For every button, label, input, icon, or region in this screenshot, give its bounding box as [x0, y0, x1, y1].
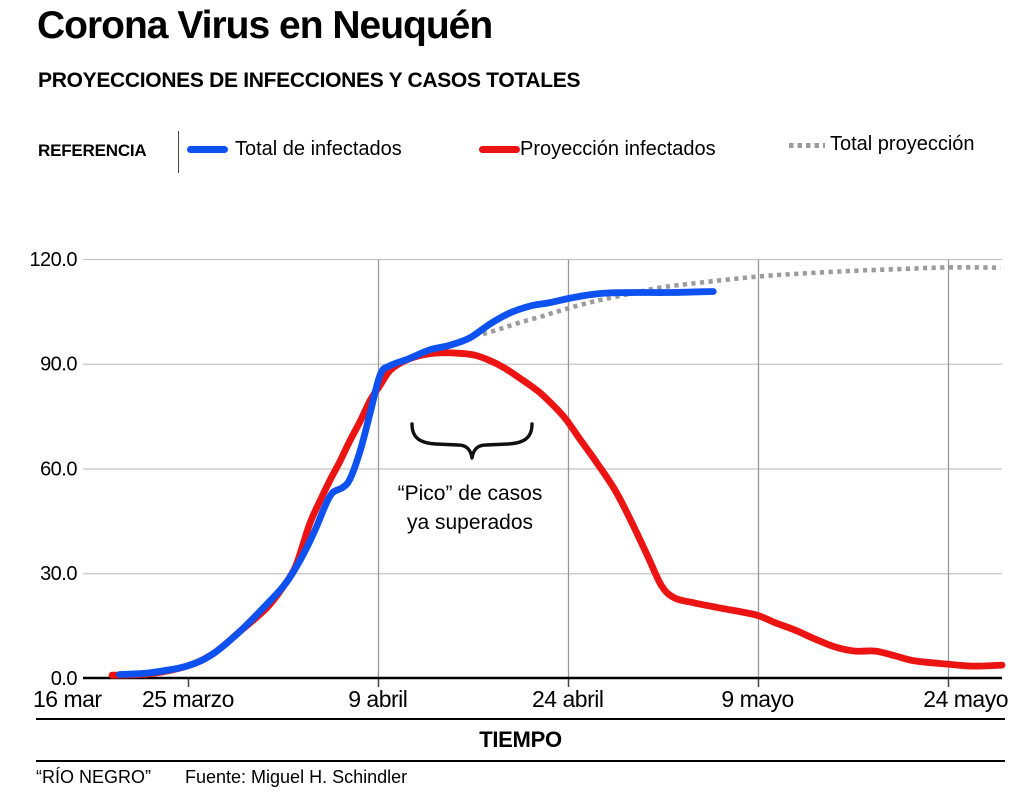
series-line-1	[108, 349, 1006, 679]
series-line-0	[116, 288, 717, 678]
annotation-line1: “Pico” de casos	[398, 482, 543, 505]
y-tick-label: 30.0	[40, 563, 77, 585]
legend-label-total-infectados: Total de infectados	[235, 138, 402, 160]
y-tick-label: 0.0	[51, 668, 78, 690]
legend-swatch-total-proyeccion	[789, 143, 825, 148]
grid-layer: 0.0 30.0 60.0 90.0 120.0 16 mar 25 marzo 9 abri…	[29, 249, 1008, 712]
chart-series	[108, 265, 1006, 679]
x-tick-label: 24 mayo	[923, 686, 1008, 712]
x-tick-label: 16 mar	[33, 686, 102, 712]
annotation-line2: ya superados	[407, 511, 533, 534]
legend: REFERENCIA Total de infectados Proyecció…	[38, 131, 1013, 173]
x-tick-label: 24 abril	[532, 686, 603, 712]
x-tick-label: 9 mayo	[721, 686, 793, 712]
legend-label-proyeccion-infectados: Proyección infectados	[520, 138, 716, 160]
x-tick-label: 25 marzo	[142, 686, 234, 712]
divider-above-axis-title	[36, 718, 1005, 720]
y-tick-label: 120.0	[29, 249, 77, 271]
footer-brand: “RÍO NEGRO”	[36, 767, 151, 787]
legend-divider	[178, 131, 179, 173]
legend-label-total-proyeccion: Total proyección	[830, 133, 975, 155]
brace-icon	[410, 422, 534, 460]
page-title: Corona Virus en Neuquén	[37, 4, 493, 47]
x-axis-title: TIEMPO	[479, 727, 562, 752]
annotation-layer: “Pico” de casos ya superados	[398, 422, 543, 534]
page-subtitle: PROYECCIONES DE INFECCIONES Y CASOS TOTA…	[38, 69, 581, 92]
y-tick-label: 60.0	[40, 458, 77, 480]
legend-swatch-total-infectados	[187, 146, 228, 153]
divider-above-footer	[36, 760, 1005, 762]
y-tick-label: 90.0	[40, 354, 77, 376]
legend-title: REFERENCIA	[38, 141, 147, 160]
footer-source: Fuente: Miguel H. Schindler	[185, 767, 408, 787]
series-line-2	[482, 265, 1001, 337]
x-tick-label: 9 abril	[348, 686, 407, 712]
legend-swatch-proyeccion-infectados	[479, 146, 520, 153]
